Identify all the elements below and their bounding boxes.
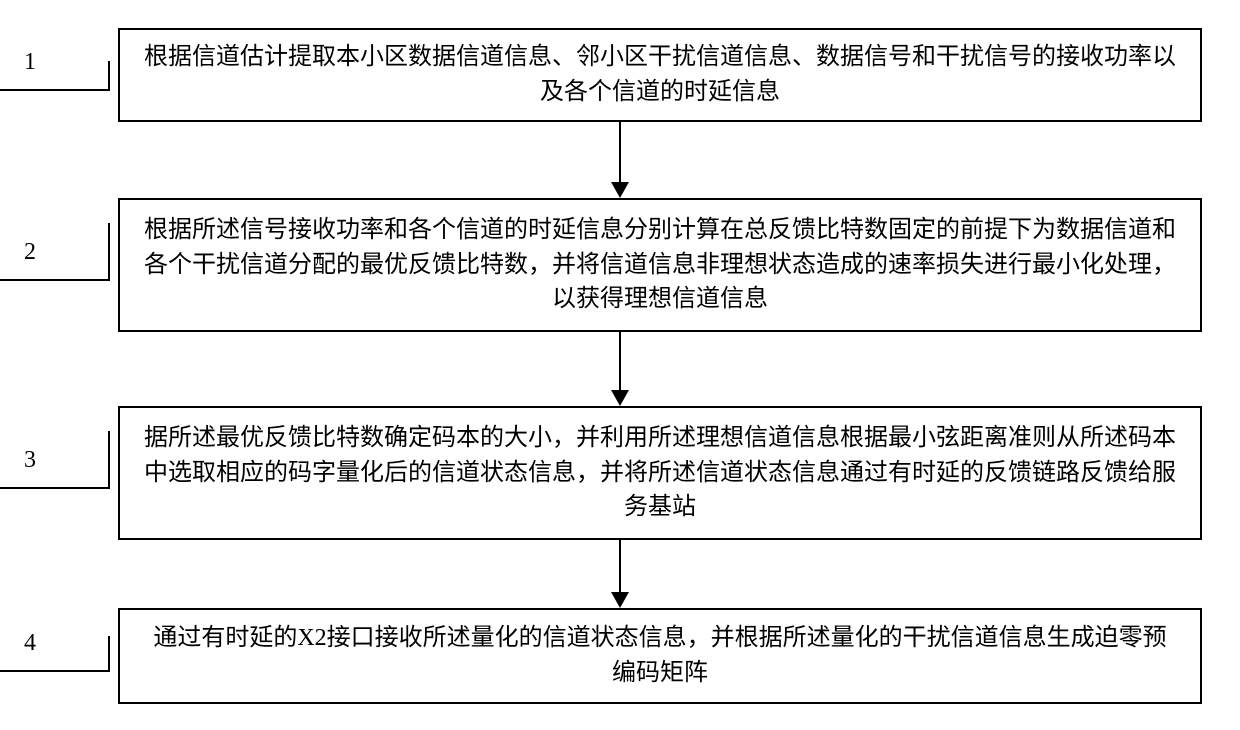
step-4-underline	[0, 670, 110, 672]
arrow-2-head	[611, 390, 629, 406]
step-1-box: 根据信道估计提取本小区数据信道信息、邻小区干扰信道信息、数据信号和干扰信号的接收…	[118, 28, 1202, 122]
step-3-text: 据所述最优反馈比特数确定码本的大小，并利用所述理想信道信息根据最小弦距离准则从所…	[144, 421, 1176, 525]
step-2-underline	[0, 279, 110, 281]
step-1-text: 根据信道估计提取本小区数据信道信息、邻小区干扰信道信息、数据信号和干扰信号的接收…	[144, 40, 1176, 110]
step-4-number: 4	[24, 630, 36, 657]
step-2-riser	[108, 223, 110, 281]
arrow-2-line	[619, 332, 621, 390]
step-1-number: 1	[24, 49, 36, 76]
step-2-number: 2	[24, 239, 36, 266]
step-1-riser	[108, 61, 110, 91]
step-3-riser	[108, 431, 110, 489]
step-4-label: 4	[0, 634, 110, 678]
arrow-1-head	[611, 182, 629, 198]
step-4-box: 通过有时延的X2接口接收所述量化的信道状态信息，并根据所述量化的干扰信道信息生成…	[118, 608, 1202, 704]
arrow-3	[611, 540, 629, 608]
step-4-container: 4 通过有时延的X2接口接收所述量化的信道状态信息，并根据所述量化的干扰信道信息…	[0, 608, 1240, 704]
step-3-number: 3	[24, 447, 36, 474]
step-3-underline	[0, 487, 110, 489]
step-1-label: 1	[0, 53, 110, 97]
step-3-label: 3	[0, 451, 110, 495]
arrow-1	[611, 122, 629, 198]
arrow-3-line	[619, 540, 621, 592]
step-2-text: 根据所述信号接收功率和各个信道的时延信息分别计算在总反馈比特数固定的前提下为数据…	[144, 213, 1176, 317]
step-2-box: 根据所述信号接收功率和各个信道的时延信息分别计算在总反馈比特数固定的前提下为数据…	[118, 198, 1202, 332]
step-4-riser	[108, 636, 110, 672]
step-1-underline	[0, 89, 110, 91]
step-3-box: 据所述最优反馈比特数确定码本的大小，并利用所述理想信道信息根据最小弦距离准则从所…	[118, 406, 1202, 540]
arrow-2	[611, 332, 629, 406]
step-3-container: 3 据所述最优反馈比特数确定码本的大小，并利用所述理想信道信息根据最小弦距离准则…	[0, 406, 1240, 540]
step-2-label: 2	[0, 243, 110, 287]
step-4-text: 通过有时延的X2接口接收所述量化的信道状态信息，并根据所述量化的干扰信道信息生成…	[144, 621, 1176, 691]
step-1-container: 1 根据信道估计提取本小区数据信道信息、邻小区干扰信道信息、数据信号和干扰信号的…	[0, 28, 1240, 122]
arrow-3-head	[611, 592, 629, 608]
arrow-1-line	[619, 122, 621, 182]
step-2-container: 2 根据所述信号接收功率和各个信道的时延信息分别计算在总反馈比特数固定的前提下为…	[0, 198, 1240, 332]
